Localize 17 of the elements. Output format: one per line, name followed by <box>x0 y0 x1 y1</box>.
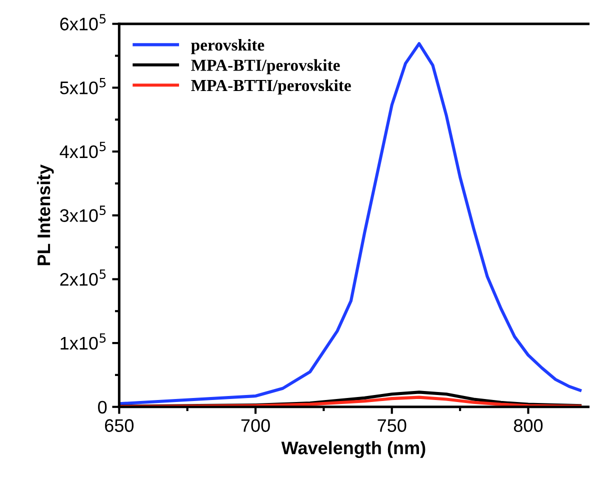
y-tick-label: 5x10$^{5}$ <box>60 78 106 94</box>
y-tick-label: 0 <box>98 400 107 414</box>
line-series <box>119 396 582 407</box>
x-tick-label: 750 <box>378 419 406 432</box>
x-tick-label: 700 <box>241 419 270 432</box>
y-tick-label: 1x10$^{5}$ <box>60 333 106 350</box>
y-tick-label: 6x10$^{5}$ <box>60 14 106 30</box>
legend-label: MPA-BTI/perovskite <box>191 59 340 74</box>
y-tick-label: 3x10$^{5}$ <box>60 206 106 222</box>
x-tick-label: 800 <box>514 419 543 432</box>
y-tick-label: 2x10$^{5}$ <box>60 269 106 286</box>
legend-label: perovskite <box>191 38 264 54</box>
legend-label: MPA-BTTI/perovskite <box>191 79 351 94</box>
y-tick-label: 4x10$^{5}$ <box>60 142 106 158</box>
y-axis-title: PL Intensity <box>36 164 54 266</box>
x-tick-label: 650 <box>105 419 134 432</box>
x-axis-title: Wavelength (nm) <box>281 441 426 458</box>
